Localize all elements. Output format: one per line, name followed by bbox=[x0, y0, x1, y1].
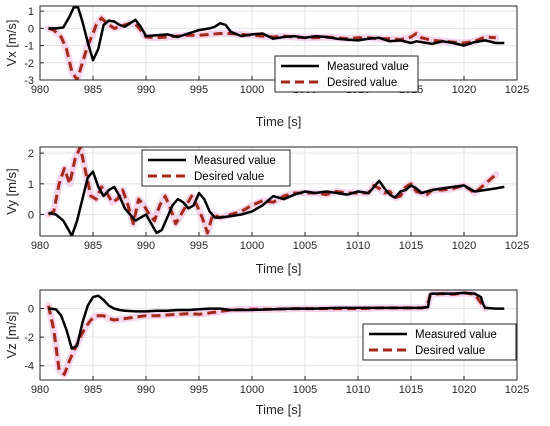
chart-panel-3: 980 985 990 995 1000 1005 1010 1015 1020 1025 -4 -2… bbox=[4, 289, 529, 417]
x-tick-label: 1000 bbox=[240, 384, 264, 396]
x-tick-label: 995 bbox=[190, 240, 208, 252]
legend-label-desired-value: Desired value bbox=[415, 345, 485, 357]
x-tick-label: 995 bbox=[190, 84, 208, 96]
x-tick-label: 980 bbox=[31, 84, 49, 96]
x-tick-label: 985 bbox=[84, 84, 102, 96]
series-group bbox=[45, 147, 505, 236]
x-tick-label: 985 bbox=[84, 384, 102, 396]
chart-panel-1: 980985990995100010051010101510201025-3-2… bbox=[4, 5, 529, 129]
y-tick-label: -2 bbox=[24, 332, 34, 344]
y-axis-label: Vx [m/s] bbox=[4, 20, 19, 67]
legend-label-measured-value: Measured value bbox=[327, 61, 409, 73]
series-line-desired-value bbox=[48, 16, 496, 80]
y-tick-label: 2 bbox=[28, 148, 34, 160]
y-tick-label: 1 bbox=[28, 179, 34, 191]
x-tick-label: 980 bbox=[31, 384, 49, 396]
y-axis-label: Vy [m/s] bbox=[4, 168, 19, 214]
x-tick-label: 1010 bbox=[346, 240, 370, 252]
x-tick-label: 1025 bbox=[505, 84, 529, 96]
y-tick-label: 0 bbox=[28, 304, 34, 316]
x-axis-label: Time [s] bbox=[256, 114, 302, 129]
x-tick-label: 1020 bbox=[452, 240, 476, 252]
y-tick-label: 0 bbox=[28, 210, 34, 222]
legend-box bbox=[362, 323, 517, 361]
x-tick-label: 1015 bbox=[399, 384, 423, 396]
x-axis-label: Time [s] bbox=[256, 261, 302, 276]
x-tick-label: 1015 bbox=[399, 240, 423, 252]
legend-label-desired-value: Desired value bbox=[327, 77, 397, 89]
x-tick-label: 985 bbox=[84, 240, 102, 252]
series-group bbox=[45, 6, 505, 80]
series-line-measured-value bbox=[48, 6, 505, 62]
x-tick-label: 1010 bbox=[346, 384, 370, 396]
axes-frame bbox=[39, 289, 518, 381]
series-line-measured-value bbox=[48, 170, 505, 236]
chart-panel-2: 980 985 990 995 1000 1005 1010 1015 1020 1025 0 1 2 T… bbox=[4, 146, 529, 276]
y-tick-label: 0 bbox=[28, 23, 34, 35]
x-tick-label: 980 bbox=[31, 240, 49, 252]
x-tick-label: 1000 bbox=[240, 84, 264, 96]
x-tick-label: 1000 bbox=[240, 240, 264, 252]
x-tick-label: 995 bbox=[190, 384, 208, 396]
x-tick-label: 1025 bbox=[505, 240, 529, 252]
x-tick-label: 1005 bbox=[293, 384, 317, 396]
y-tick-label: -1 bbox=[24, 41, 34, 53]
legend: Measured value Desired value bbox=[274, 55, 419, 93]
x-tick-label: 990 bbox=[137, 240, 155, 252]
y-tick-label: -2 bbox=[24, 58, 34, 70]
y-tick-label: -3 bbox=[24, 75, 34, 87]
y-axis-label: Vz [m/s] bbox=[4, 312, 19, 359]
x-tick-label: 990 bbox=[137, 84, 155, 96]
legend-box bbox=[141, 149, 291, 187]
legend: Measured value Desired value bbox=[141, 149, 291, 187]
y-tick-label: 1 bbox=[28, 6, 34, 18]
legend-box bbox=[274, 55, 419, 93]
x-tick-label: 1020 bbox=[452, 384, 476, 396]
series-line-measured-value bbox=[48, 291, 505, 350]
y-tick-label: -4 bbox=[24, 361, 34, 373]
x-tick-label: 1025 bbox=[505, 384, 529, 396]
x-axis-label: Time [s] bbox=[256, 402, 302, 417]
legend-label-measured-value: Measured value bbox=[194, 155, 276, 167]
legend: Measured value Desired value bbox=[362, 323, 517, 361]
legend-label-desired-value: Desired value bbox=[194, 171, 264, 183]
axes-frame bbox=[39, 146, 518, 237]
legend-label-measured-value: Measured value bbox=[415, 329, 497, 341]
series-group bbox=[45, 290, 505, 378]
x-tick-label: 1020 bbox=[452, 84, 476, 96]
x-tick-label: 990 bbox=[137, 384, 155, 396]
x-tick-label: 1005 bbox=[293, 240, 317, 252]
